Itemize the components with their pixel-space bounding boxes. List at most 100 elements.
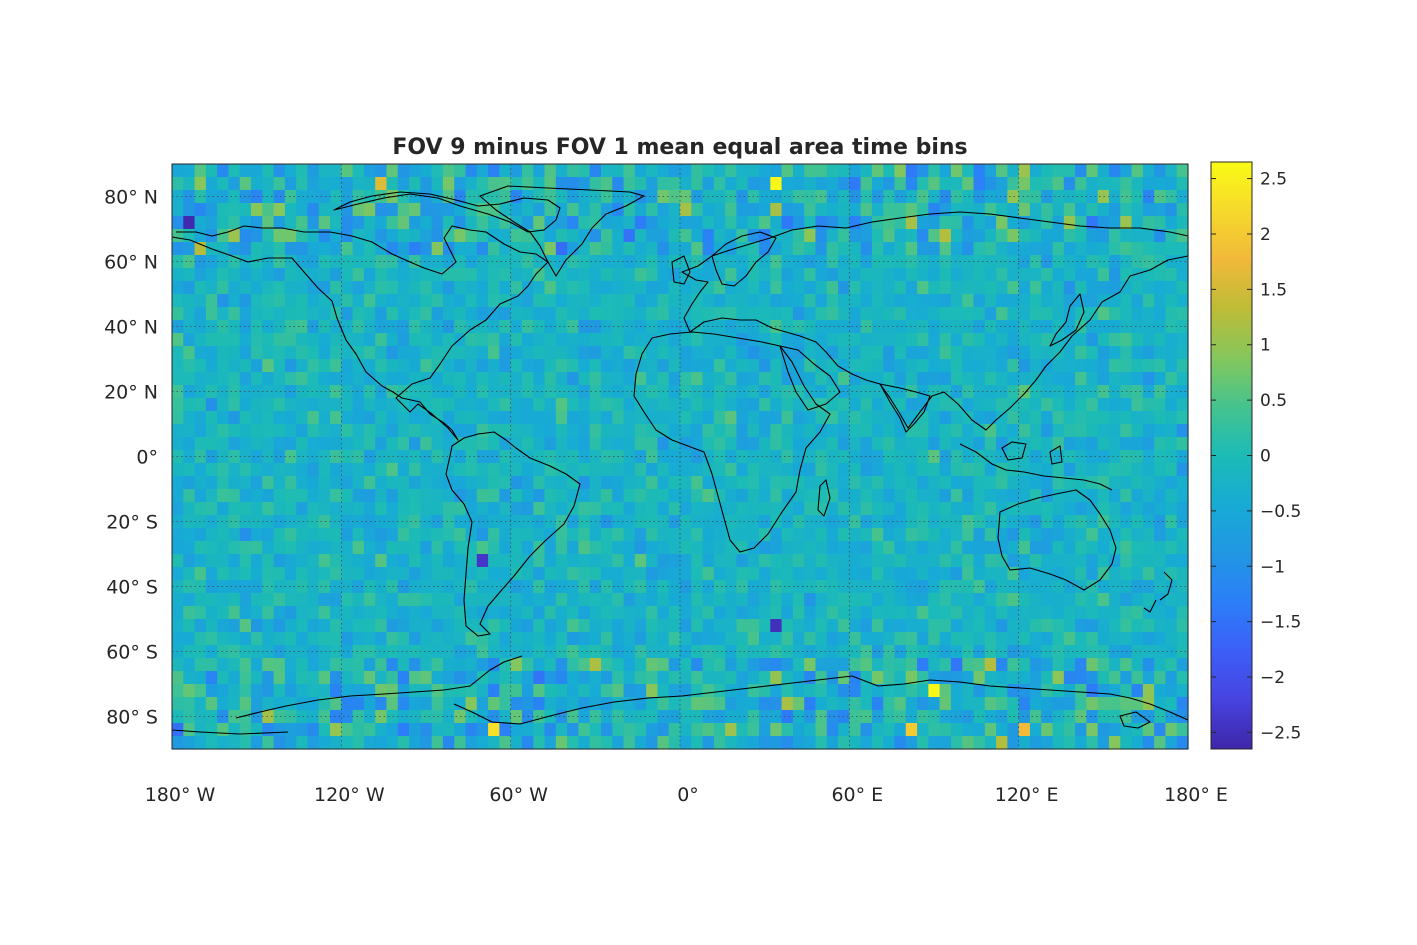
data-cell xyxy=(183,190,195,204)
data-cell xyxy=(533,333,545,347)
data-cell xyxy=(748,671,760,685)
data-cell xyxy=(1165,684,1177,698)
data-cell xyxy=(1007,177,1019,191)
data-cell xyxy=(759,307,771,321)
data-cell xyxy=(759,515,771,529)
data-cell xyxy=(375,736,387,750)
data-cell xyxy=(849,606,861,620)
data-cell xyxy=(285,437,297,451)
data-cell xyxy=(1143,619,1155,633)
data-cell xyxy=(928,528,940,542)
data-cell xyxy=(330,424,342,438)
data-cell xyxy=(240,671,252,685)
data-cell xyxy=(601,502,613,516)
data-cell xyxy=(996,697,1008,711)
data-cell xyxy=(804,489,816,503)
data-cell xyxy=(872,606,884,620)
data-cell xyxy=(545,268,557,282)
data-cell xyxy=(849,255,861,269)
data-cell xyxy=(725,502,737,516)
data-cell xyxy=(1053,697,1065,711)
data-cell xyxy=(827,684,839,698)
data-cell xyxy=(533,320,545,334)
data-cell xyxy=(172,619,184,633)
data-cell xyxy=(172,294,184,308)
data-cell xyxy=(375,476,387,490)
data-cell xyxy=(307,359,319,373)
data-cell xyxy=(962,502,974,516)
data-cell xyxy=(748,164,760,178)
data-cell xyxy=(974,190,986,204)
data-cell xyxy=(691,411,703,425)
data-cell xyxy=(217,554,229,568)
data-cell xyxy=(928,632,940,646)
data-cell xyxy=(951,606,963,620)
data-cell xyxy=(872,580,884,594)
data-cell xyxy=(1019,268,1031,282)
data-cell xyxy=(454,619,466,633)
data-cell xyxy=(838,632,850,646)
data-cell xyxy=(669,411,681,425)
data-cell xyxy=(1086,424,1098,438)
data-cell xyxy=(319,242,331,256)
data-cell xyxy=(985,606,997,620)
data-cell xyxy=(703,372,715,386)
data-cell xyxy=(928,554,940,568)
data-cell xyxy=(590,281,602,295)
data-cell xyxy=(782,684,794,698)
data-cell xyxy=(443,671,455,685)
data-cell xyxy=(420,541,432,555)
data-cell xyxy=(601,164,613,178)
data-cell xyxy=(228,307,240,321)
data-cell xyxy=(1154,567,1166,581)
data-cell xyxy=(849,658,861,672)
data-cell xyxy=(477,489,489,503)
data-cell xyxy=(1030,658,1042,672)
data-cell xyxy=(1053,528,1065,542)
data-cell xyxy=(601,619,613,633)
latitude-tick-label: 80° N xyxy=(104,187,158,209)
data-cell xyxy=(635,229,647,243)
data-cell xyxy=(669,489,681,503)
data-cell xyxy=(466,242,478,256)
data-cell xyxy=(849,502,861,516)
data-cell xyxy=(1165,307,1177,321)
data-cell xyxy=(1154,242,1166,256)
data-cell xyxy=(533,411,545,425)
data-cell xyxy=(228,554,240,568)
data-cell xyxy=(714,697,726,711)
data-cell xyxy=(838,476,850,490)
data-cell xyxy=(307,515,319,529)
data-cell xyxy=(240,489,252,503)
data-cell xyxy=(285,359,297,373)
data-cell xyxy=(195,671,207,685)
data-cell xyxy=(736,320,748,334)
data-cell xyxy=(714,281,726,295)
data-cell xyxy=(1165,372,1177,386)
data-cell xyxy=(906,554,918,568)
data-cell xyxy=(1120,489,1132,503)
latitude-tick-label: 20° N xyxy=(104,382,158,404)
data-cell xyxy=(1041,697,1053,711)
data-cell xyxy=(251,372,263,386)
data-cell xyxy=(951,281,963,295)
data-cell xyxy=(183,411,195,425)
data-cell xyxy=(1041,320,1053,334)
data-cell xyxy=(940,398,952,412)
data-cell xyxy=(364,619,376,633)
data-cell xyxy=(274,424,286,438)
data-cell xyxy=(917,346,929,360)
data-cell xyxy=(1165,554,1177,568)
data-cell xyxy=(1041,294,1053,308)
data-cell xyxy=(894,502,906,516)
data-cell xyxy=(759,372,771,386)
data-cell xyxy=(985,411,997,425)
data-cell xyxy=(1053,606,1065,620)
data-cell xyxy=(1075,619,1087,633)
data-cell xyxy=(386,541,398,555)
data-cell xyxy=(906,567,918,581)
data-cell xyxy=(398,229,410,243)
data-cell xyxy=(1075,463,1087,477)
data-cell xyxy=(1030,177,1042,191)
data-cell xyxy=(206,307,218,321)
